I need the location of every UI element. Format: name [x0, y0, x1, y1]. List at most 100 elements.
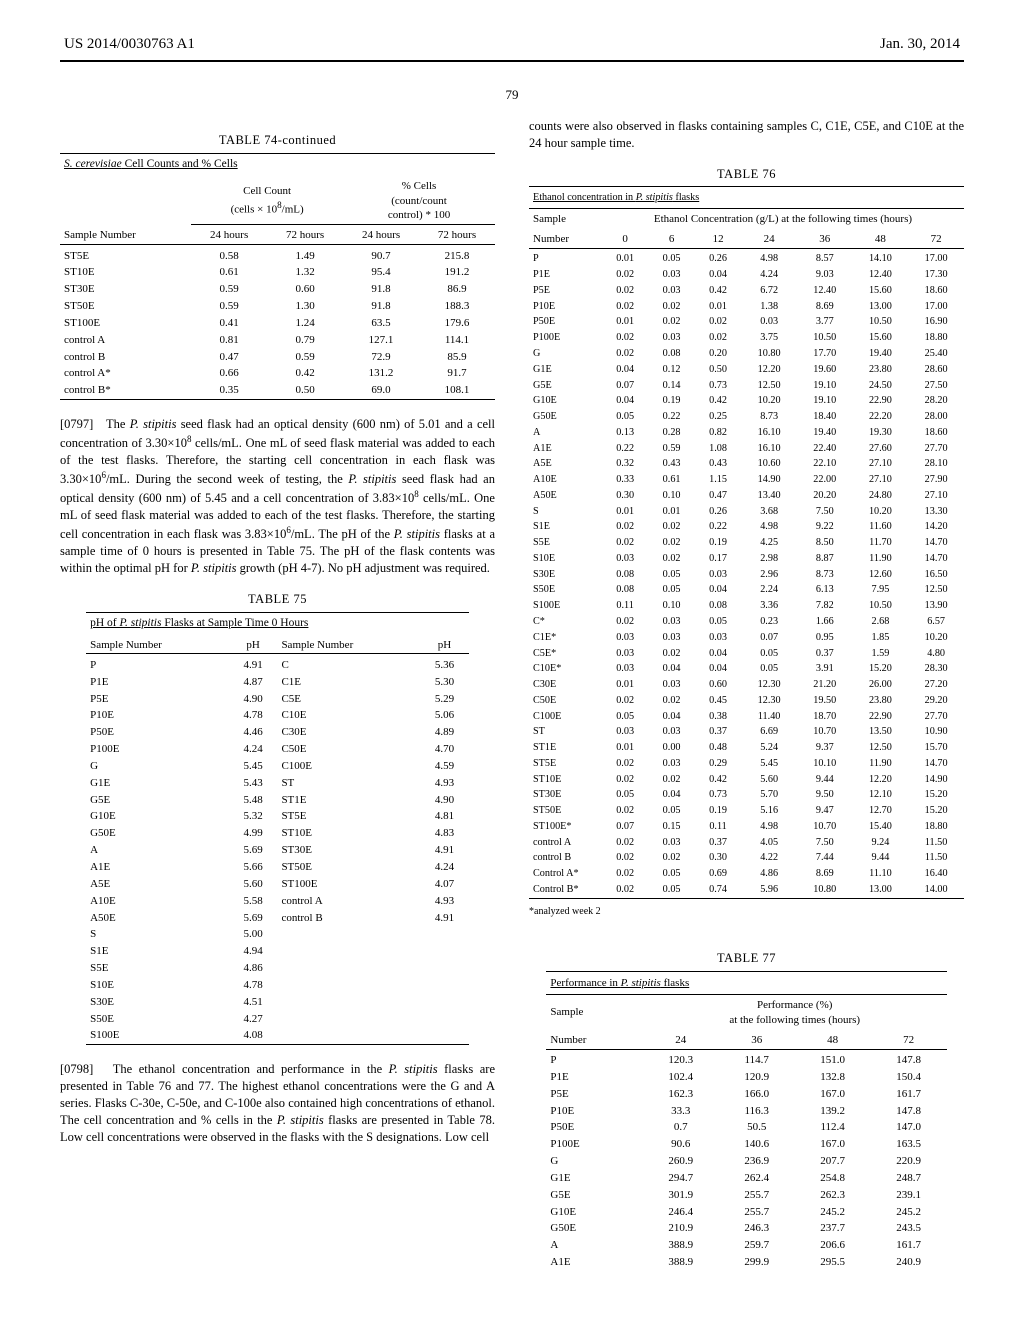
table-row: A10E5.58control A4.93	[86, 893, 469, 910]
table-row: P5E4.90C5E5.29	[86, 691, 469, 708]
table-row: ST100E*0.070.150.114.9810.7015.4018.80	[529, 819, 964, 835]
table-row: S5.00	[86, 926, 469, 943]
table76-header1: Sample Ethanol Concentration (g/L) at th…	[529, 211, 964, 228]
table76-footnote: *analyzed week 2	[529, 905, 964, 919]
table-row: P1E102.4120.9132.8150.4	[546, 1069, 946, 1086]
table-row: G260.9236.9207.7220.9	[546, 1153, 946, 1170]
table-row: S50E0.080.050.042.246.137.9512.50	[529, 582, 964, 598]
table-row: G10E5.32ST5E4.81	[86, 808, 469, 825]
table-row: P1E4.87C1E5.30	[86, 674, 469, 691]
table-row: P100E0.020.030.023.7510.5015.6018.80	[529, 330, 964, 346]
table-row: P100E4.24C50E4.70	[86, 741, 469, 758]
table-row: G5E0.070.140.7312.5019.1024.5027.50	[529, 378, 964, 394]
table-row: P50E0.750.5112.4147.0	[546, 1119, 946, 1136]
table77-caption: TABLE 77	[529, 950, 964, 967]
table-row: P100E90.6140.6167.0163.5	[546, 1136, 946, 1153]
table-row: G5E5.48ST1E4.90	[86, 792, 469, 809]
table-row: A5.69ST30E4.91	[86, 842, 469, 859]
table-row: S5E4.86	[86, 960, 469, 977]
table-row: A388.9259.7206.6161.7	[546, 1237, 946, 1254]
table74-caption: TABLE 74-continued	[60, 132, 495, 149]
table-row: C50E0.020.020.4512.3019.5023.8029.20	[529, 693, 964, 709]
table-row: S1E4.94	[86, 943, 469, 960]
table-row: P1E0.020.030.044.249.0312.4017.30	[529, 267, 964, 283]
table75-title: pH of P. stipitis Flasks at Sample Time …	[86, 615, 469, 633]
table-row: P5E0.020.030.426.7212.4015.6018.60	[529, 283, 964, 299]
table-row: S1E0.020.020.224.989.2211.6014.20	[529, 519, 964, 535]
table-row: A1E388.9299.9295.5240.9	[546, 1254, 946, 1271]
table-row: A10E0.330.611.1514.9022.0027.1027.90	[529, 472, 964, 488]
table-row: ST50E0.020.050.195.169.4712.7015.20	[529, 803, 964, 819]
table-row: C5E*0.030.020.040.050.371.594.80	[529, 646, 964, 662]
table-row: A0.130.280.8216.1019.4019.3018.60	[529, 425, 964, 441]
table74-subheader: Sample Number 24 hours 72 hours 24 hours…	[60, 227, 495, 244]
paragraph-0798: [0798] The ethanol concentration and per…	[60, 1061, 495, 1145]
table-row: P50E0.010.020.020.033.7710.5016.90	[529, 314, 964, 330]
table-row: G1E5.43ST4.93	[86, 775, 469, 792]
table76: Ethanol concentration in P. stipitis fla…	[529, 186, 964, 900]
patent-number: US 2014/0030763 A1	[64, 34, 195, 54]
table-row: ST10E0.020.020.425.609.4412.2014.90	[529, 772, 964, 788]
table-row: A1E5.66ST50E4.24	[86, 859, 469, 876]
table77-title: Performance in P. stipitis flasks	[546, 975, 946, 992]
table77: Performance in P. stipitis flasks Sample…	[546, 971, 946, 1271]
table-row: G1E294.7262.4254.8248.7	[546, 1170, 946, 1187]
page-header: US 2014/0030763 A1 Jan. 30, 2014	[60, 34, 964, 60]
table-row: P10E0.020.020.011.388.6913.0017.00	[529, 299, 964, 315]
table-row: C10E*0.030.040.040.053.9115.2028.30	[529, 661, 964, 677]
table-row: control B0.020.020.304.227.449.4411.50	[529, 850, 964, 866]
table-row: S5E0.020.020.194.258.5011.7014.70	[529, 535, 964, 551]
table-row: P50E4.46C30E4.89	[86, 724, 469, 741]
table-row: C100E0.050.040.3811.4018.7022.9027.70	[529, 709, 964, 725]
table-row: control A*0.660.42131.291.7	[60, 365, 495, 382]
table-row: G1E0.040.120.5012.2019.6023.8028.60	[529, 362, 964, 378]
table-row: ST100E0.411.2463.5179.6	[60, 315, 495, 332]
left-column: TABLE 74-continued S. cerevisiae Cell Co…	[60, 118, 495, 1271]
table76-header2: Number 0 6 12 24 36 48 72	[529, 231, 964, 248]
table-row: S50E4.27	[86, 1011, 469, 1028]
table74-superheader: Cell Count(cells × 108/mL) % Cells(count…	[60, 178, 495, 225]
table-row: G50E210.9246.3237.7243.5	[546, 1220, 946, 1237]
table-row: ST50E0.591.3091.8188.3	[60, 298, 495, 315]
table-row: S0.010.010.263.687.5010.2013.30	[529, 504, 964, 520]
table-row: ST5E0.581.4990.7215.8	[60, 248, 495, 265]
table-row: P5E162.3166.0167.0161.7	[546, 1086, 946, 1103]
table76-title: Ethanol concentration in P. stipitis fla…	[529, 190, 964, 206]
table-row: ST30E0.050.040.735.709.5012.1015.20	[529, 787, 964, 803]
paragraph-0797: [0797] The P. stipitis seed flask had an…	[60, 416, 495, 577]
table-row: P0.010.050.264.988.5714.1017.00	[529, 251, 964, 267]
table-row: ST5E0.020.030.295.4510.1011.9014.70	[529, 756, 964, 772]
table-row: G10E0.040.190.4210.2019.1022.9028.20	[529, 393, 964, 409]
table-row: Control B*0.020.050.745.9610.8013.0014.0…	[529, 882, 964, 898]
table-row: control B0.470.5972.985.9	[60, 349, 495, 366]
table-row: A5E5.60ST100E4.07	[86, 876, 469, 893]
table-row: A50E0.300.100.4713.4020.2024.8027.10	[529, 488, 964, 504]
table-row: G5E301.9255.7262.3239.1	[546, 1187, 946, 1204]
table-row: C*0.020.030.050.231.662.686.57	[529, 614, 964, 630]
table-row: S100E0.110.100.083.367.8210.5013.90	[529, 598, 964, 614]
table-row: S30E4.51	[86, 994, 469, 1011]
table75: pH of P. stipitis Flasks at Sample Time …	[86, 612, 469, 1048]
table-row: ST10E0.611.3295.4191.2	[60, 264, 495, 281]
table-row: C30E0.010.030.6012.3021.2026.0027.20	[529, 677, 964, 693]
table-row: control A0.020.030.374.057.509.2411.50	[529, 835, 964, 851]
table-row: P10E4.78C10E5.06	[86, 707, 469, 724]
table-row: Control A*0.020.050.694.868.6911.1016.40	[529, 866, 964, 882]
table-row: ST1E0.010.000.485.249.3712.5015.70	[529, 740, 964, 756]
header-rule	[60, 60, 964, 62]
table-row: S30E0.080.050.032.968.7312.6016.50	[529, 567, 964, 583]
table-row: A1E0.220.591.0816.1022.4027.6027.70	[529, 441, 964, 457]
table74: S. cerevisiae Cell Counts and % Cells Ce…	[60, 153, 495, 402]
table-row: control A0.810.79127.1114.1	[60, 332, 495, 349]
table-row: control B*0.350.5069.0108.1	[60, 382, 495, 399]
table-row: G50E0.050.220.258.7318.4022.2028.00	[529, 409, 964, 425]
patent-date: Jan. 30, 2014	[880, 34, 960, 54]
table-row: G0.020.080.2010.8017.7019.4025.40	[529, 346, 964, 362]
table-row: G50E4.99ST10E4.83	[86, 825, 469, 842]
page-number: 79	[60, 86, 964, 104]
table-row: G10E246.4255.7245.2245.2	[546, 1204, 946, 1221]
table-row: A50E5.69control B4.91	[86, 910, 469, 927]
table-row: A5E0.320.430.4310.6022.1027.1028.10	[529, 456, 964, 472]
table77-header1: Sample Performance (%)at the following t…	[546, 997, 946, 1029]
table-row: G5.45C100E4.59	[86, 758, 469, 775]
